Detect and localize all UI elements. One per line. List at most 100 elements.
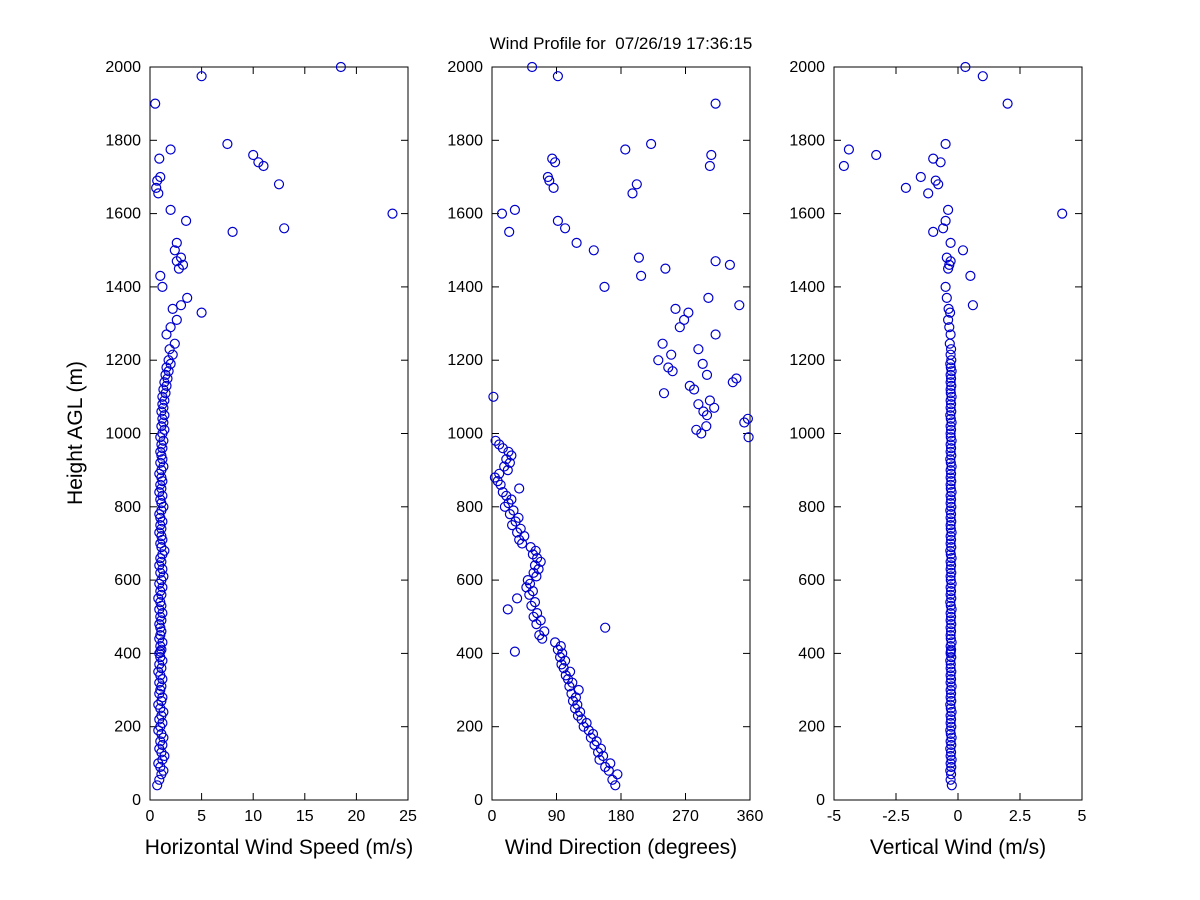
data-point-marker	[663, 362, 674, 373]
data-point-marker	[175, 300, 187, 311]
x-tick-label: 5	[1078, 808, 1087, 825]
data-point-marker	[583, 725, 594, 736]
x-tick-label: 360	[737, 808, 764, 825]
data-point-marker	[160, 369, 171, 380]
y-tick-label: 200	[114, 719, 141, 736]
y-tick-label: 1400	[105, 279, 141, 296]
data-point-marker	[946, 380, 957, 391]
direction-markers	[488, 61, 754, 791]
data-point-marker	[945, 377, 956, 388]
data-point-marker	[157, 637, 168, 648]
data-point-marker	[946, 666, 957, 677]
data-point-marker	[509, 646, 521, 657]
data-point-marker	[945, 472, 956, 483]
data-point-marker	[946, 695, 957, 707]
data-point-marker	[945, 662, 956, 674]
data-point-marker	[946, 406, 957, 417]
data-point-marker	[960, 61, 971, 73]
data-point-marker	[945, 508, 957, 520]
data-point-marker	[182, 292, 193, 303]
data-point-marker	[511, 593, 523, 604]
data-point-marker	[222, 138, 233, 150]
data-point-marker	[946, 527, 957, 538]
data-point-marker	[945, 629, 956, 641]
data-point-marker	[154, 743, 165, 754]
data-point-marker	[946, 721, 957, 732]
data-point-marker	[945, 534, 957, 545]
data-point-marker	[946, 578, 957, 589]
data-point-marker	[945, 571, 956, 582]
data-point-marker	[514, 534, 525, 545]
y-tick-label: 800	[456, 499, 483, 516]
data-point-marker	[945, 373, 957, 384]
data-point-marker	[946, 651, 957, 663]
data-point-marker	[497, 443, 508, 454]
data-point-marker	[657, 338, 668, 349]
data-point-marker	[542, 171, 554, 183]
data-point-marker	[945, 344, 957, 355]
data-point-marker	[165, 322, 176, 333]
data-point-marker	[945, 428, 956, 439]
data-point-marker	[743, 432, 754, 443]
data-point-marker	[945, 519, 956, 531]
data-point-marker	[653, 355, 664, 366]
data-point-marker	[945, 688, 957, 699]
data-point-marker	[946, 739, 957, 751]
data-point-marker	[946, 461, 957, 472]
data-point-marker	[154, 677, 165, 688]
data-point-marker	[547, 153, 558, 164]
y-tick-label: 200	[456, 719, 483, 736]
data-point-marker	[503, 498, 514, 509]
data-point-marker	[957, 245, 969, 256]
data-point-marker	[742, 413, 754, 424]
data-point-marker	[946, 476, 957, 487]
data-point-marker	[940, 215, 951, 226]
data-point-marker	[944, 322, 955, 333]
data-point-marker	[522, 574, 533, 586]
y-tick-label: 200	[798, 719, 825, 736]
data-point-marker	[157, 607, 168, 619]
data-point-marker	[1002, 98, 1013, 109]
data-point-marker	[704, 160, 716, 172]
y-tick-label: 1400	[447, 279, 483, 296]
y-tick-label: 1400	[789, 279, 825, 296]
x-tick-label: 15	[296, 808, 314, 825]
data-point-marker	[157, 692, 168, 703]
data-point-marker	[155, 171, 166, 183]
data-point-marker	[153, 188, 164, 199]
data-point-marker	[152, 175, 163, 186]
data-point-marker	[508, 505, 519, 516]
data-point-marker	[946, 706, 957, 718]
data-point-marker	[528, 611, 539, 622]
data-point-marker	[945, 644, 957, 655]
data-point-marker	[945, 717, 956, 729]
data-point-marker	[704, 395, 716, 406]
data-point-marker	[946, 417, 957, 428]
data-point-marker	[945, 626, 957, 637]
x-ticks: 0 90 180 270 360	[488, 67, 764, 825]
data-point-marker	[529, 596, 541, 608]
axes-box	[491, 66, 751, 801]
data-point-marker	[157, 490, 168, 501]
y-tick-label: 1200	[105, 352, 141, 369]
data-point-marker	[945, 424, 957, 435]
data-point-marker	[945, 402, 956, 413]
data-point-marker	[940, 138, 951, 150]
data-point-marker	[513, 512, 524, 523]
data-point-marker	[552, 215, 564, 226]
data-point-marker	[843, 144, 855, 155]
y-tick-label: 600	[798, 572, 825, 589]
data-point-marker	[492, 476, 503, 487]
y-tick-label: 1200	[789, 352, 825, 369]
x-axis-label-vertical-wind: Vertical Wind (m/s)	[869, 836, 1047, 859]
data-point-marker	[945, 769, 957, 780]
data-point-marker	[253, 157, 264, 168]
data-point-marker	[945, 399, 957, 410]
data-point-marker	[945, 659, 956, 670]
data-point-marker	[155, 270, 166, 281]
data-point-marker	[387, 208, 398, 219]
data-point-marker	[155, 736, 166, 747]
data-point-marker	[915, 171, 926, 183]
data-point-marker	[548, 182, 559, 193]
